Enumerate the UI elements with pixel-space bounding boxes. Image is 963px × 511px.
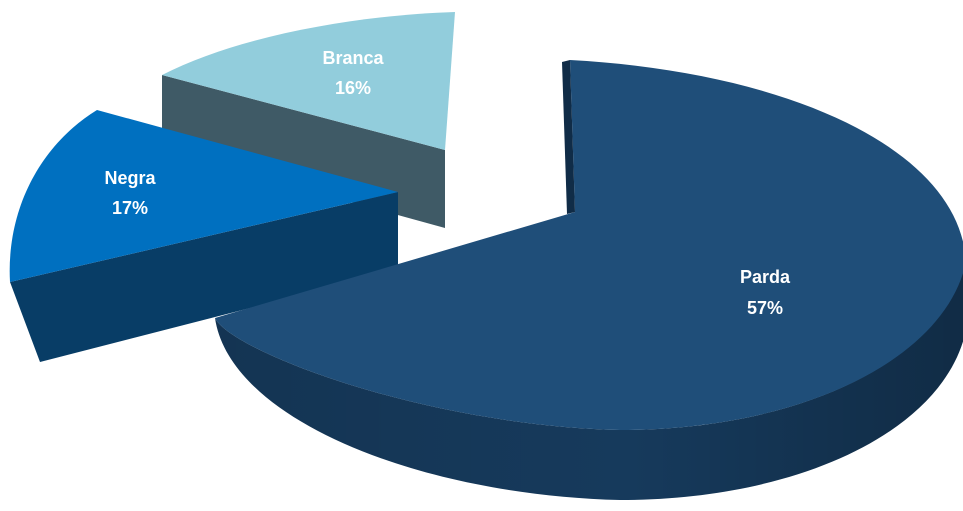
slice-parda-cut-edge xyxy=(562,60,575,214)
slice-negra-top xyxy=(9,110,399,282)
label-branca-name: Branca xyxy=(322,48,384,68)
label-parda-name: Parda xyxy=(740,267,791,287)
label-branca-value: 16% xyxy=(335,78,371,98)
slice-branca-top xyxy=(162,12,455,150)
slice-parda xyxy=(215,60,963,500)
slice-negra xyxy=(9,110,399,362)
slice-parda-top xyxy=(215,60,963,430)
label-parda-value: 57% xyxy=(747,298,783,318)
label-negra-name: Negra xyxy=(104,168,156,188)
label-negra-value: 17% xyxy=(112,198,148,218)
slice-negra-side xyxy=(10,192,398,362)
slice-labels: Branca 16% Negra 17% Parda 57% xyxy=(104,48,791,318)
slice-parda-side-shade xyxy=(215,271,963,500)
